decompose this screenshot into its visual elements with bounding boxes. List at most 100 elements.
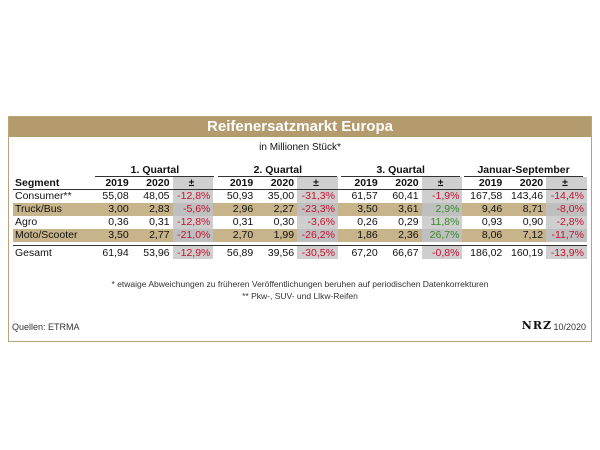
header-segment: Segment [15,177,60,189]
cell-ytd-change: -13,9% [546,246,587,259]
cell-q1-2019: 3,50 [108,229,129,241]
cell-segment: Agro [15,216,38,228]
cell-q1-2019: 61,94 [102,247,129,259]
cell-q3-2019: 3,50 [357,203,378,215]
cell-q1-change: -12,8% [172,216,214,229]
header-q3-2020: 2020 [395,177,419,189]
footnote-2: ** Pkw-, SUV- und Llkw-Reifen [242,291,358,301]
cell-q3-2020: 2,36 [398,229,419,241]
cell-q3-change: -0,8% [421,246,463,259]
cell-q1-change: -5,6% [172,203,214,216]
subtitle: in Millionen Stück* [259,142,341,153]
cell-q2-2020: 35,00 [267,190,295,202]
cell-ytd-2019: 8,06 [481,229,503,241]
source-label: Quellen: ETRMA [12,322,80,332]
cell-q2-2020: 39,56 [267,247,295,259]
header-ytd-change: ± [546,177,587,189]
cell-q2-2019: 0,31 [232,216,254,228]
cell-ytd-2019: 167,58 [470,190,503,202]
header-q1-2019: 2019 [105,177,129,189]
header-q2-2019: 2019 [229,177,254,189]
cell-q2-2019: 2,96 [232,203,254,215]
table-row: Agro 0,36 0,31 -12,8% 0,31 0,30 -3,6% 0,26 0,29 1… [13,216,587,229]
cell-ytd-2020: 0,90 [522,216,544,228]
cell-q3-2020: 3,61 [398,203,419,215]
cell-q1-2020: 48,05 [143,190,170,202]
table-frame: Reifenersatzmarkt Europa in Millionen St… [8,116,592,342]
cell-q3-change: 26,7% [421,229,463,242]
cell-q3-2020: 60,41 [392,190,419,202]
cell-ytd-change: -11,7% [546,229,587,242]
cell-q3-2019: 61,57 [351,190,378,202]
cell-segment: Moto/Scooter [15,229,78,241]
cell-ytd-2019: 186,02 [470,247,503,259]
header-ytd-2019: 2019 [478,177,503,189]
header-q2-change: ± [297,177,338,189]
cell-q1-2020: 53,96 [143,247,170,259]
header-q1-2020: 2020 [146,177,170,189]
cell-segment: Gesamt [15,247,52,259]
cell-q1-2019: 55,08 [102,190,129,202]
cell-q2-2020: 0,30 [273,216,295,228]
header-q3-change: ± [421,177,463,189]
cell-q2-2019: 50,93 [226,190,254,202]
header-ytd-2020: 2020 [519,177,544,189]
cell-q2-2019: 56,89 [226,247,254,259]
cell-q2-change: -26,2% [297,229,338,242]
cell-q1-2020: 2,77 [149,229,170,241]
cell-q1-2019: 3,00 [108,203,129,215]
cell-q1-2020: 2,83 [149,203,170,215]
group-header-q3: 3. Quartal [341,163,461,177]
cell-q2-change: -31,3% [297,190,338,203]
cell-q3-change: 11,8% [421,216,463,229]
cell-q3-2020: 0,29 [398,216,419,228]
cell-ytd-2019: 9,46 [481,203,503,215]
cell-q2-2020: 2,27 [273,203,295,215]
cell-q3-change: 2,9% [421,203,463,216]
cell-q1-2020: 0,31 [149,216,170,228]
cell-q1-change: -12,8% [172,190,214,203]
group-header-row: 1. Quartal 2. Quartal 3. Quartal Januar-… [13,163,587,177]
group-header-ytd: Januar-September [464,163,584,177]
cell-q3-2019: 0,26 [357,216,378,228]
cell-segment: Truck/Bus [15,203,62,215]
group-header-q1: 1. Quartal [95,163,215,177]
cell-q2-change: -30,5% [297,246,338,259]
cell-ytd-2020: 160,19 [511,247,544,259]
cell-ytd-2019: 0,93 [481,216,503,228]
table-body: Consumer** 55,08 48,05 -12,8% 50,93 35,00 -31,… [13,190,587,242]
cell-q3-change: -1,9% [421,190,463,203]
nrz-logo: NRZ [521,319,552,332]
cell-q1-change: -21,0% [172,229,214,242]
cell-q2-2020: 1,99 [273,229,295,241]
footnote-1: * etwaige Abweichungen zu früheren Veröf… [111,279,489,289]
cell-segment: Consumer** [15,190,72,202]
table-row: Truck/Bus 3,00 2,83 -5,6% 2,96 2,27 -23,3% 3,50… [13,203,587,216]
cell-q2-change: -23,3% [297,203,338,216]
header-q1-change: ± [172,177,214,189]
cell-q1-change: -12,9% [172,246,214,259]
cell-q1-2019: 0,36 [108,216,129,228]
cell-q3-2019: 1,86 [357,229,378,241]
table-row: Consumer** 55,08 48,05 -12,8% 50,93 35,00 -31,… [13,190,587,203]
cell-ytd-change: -2,8% [546,216,587,229]
cell-ytd-2020: 143,46 [511,190,544,202]
total-row: Gesamt 61,94 53,96 -12,9% 56,89 39,56 -30,5% 67… [13,245,587,259]
cell-q3-2020: 66,67 [392,247,419,259]
cell-ytd-change: -14,4% [546,190,587,203]
cell-ytd-change: -8,0% [546,203,587,216]
data-table: 1. Quartal 2. Quartal 3. Quartal Januar-… [13,163,587,259]
page-title: Reifenersatzmarkt Europa [9,117,591,137]
cell-q3-2019: 67,20 [351,247,378,259]
cell-q2-change: -3,6% [297,216,338,229]
footnotes: * etwaige Abweichungen zu früheren Veröf… [0,278,600,302]
column-header-row: Segment 2019 2020 ±2019 2020 ±2019 2020 ±2019 20… [13,177,587,190]
group-header-q2: 2. Quartal [218,163,338,177]
date-label: 10/2020 [553,322,586,332]
header-q3-2019: 2019 [354,177,378,189]
header-q2-2020: 2020 [270,177,295,189]
cell-q2-2019: 2,70 [232,229,254,241]
table-row: Moto/Scooter 3,50 2,77 -21,0% 2,70 1,99 -26,2%… [13,229,587,242]
cell-ytd-2020: 7,12 [522,229,544,241]
cell-ytd-2020: 8,71 [522,203,544,215]
